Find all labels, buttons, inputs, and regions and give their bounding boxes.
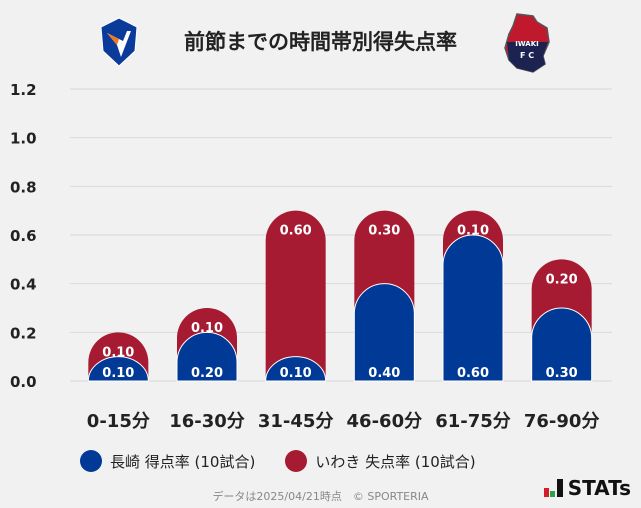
- y-tick-label: 0.6: [10, 227, 37, 245]
- x-tick-label: 31-45分: [258, 411, 334, 432]
- stats-brand: STATs: [543, 476, 631, 500]
- legend: 長崎 得点率 (10試合) いわき 失点率 (10試合): [80, 450, 476, 472]
- data-label: 0.30: [368, 224, 400, 239]
- stacked-bar-chart: 0.0 0.2 0.4 0.6 0.8 1.0 1.2 0.10 0.10 0-15分 0.20 0.…: [10, 81, 612, 432]
- legend-swatch-red: [285, 450, 308, 472]
- y-tick-label: 0.0: [10, 373, 37, 391]
- brand-name: STATs: [567, 476, 631, 500]
- chart-title: 前節までの時間帯別得失点率: [184, 30, 457, 54]
- bar-segment-nagasaki: [265, 356, 327, 382]
- y-tick-label: 0.2: [10, 324, 37, 342]
- x-tick-label: 61-75分: [435, 411, 511, 432]
- x-tick-label: 0-15分: [87, 411, 150, 432]
- data-label: 0.10: [102, 366, 134, 381]
- y-tick-label: 1.0: [10, 130, 37, 148]
- y-tick-label: 1.2: [10, 81, 37, 99]
- bar-segment-nagasaki: [176, 331, 238, 382]
- bar-segment-nagasaki: [87, 356, 149, 382]
- footer-note: データは2025/04/21時点 © SPORTERIA: [212, 490, 429, 503]
- bar-segment-iwaki: [265, 210, 326, 381]
- legend-label: 長崎 得点率 (10試合): [110, 452, 256, 471]
- stats-logo-icon: [543, 479, 563, 497]
- data-label: 0.10: [457, 224, 489, 239]
- svg-text:F C: F C: [520, 51, 534, 60]
- bar-segment-nagasaki: [442, 234, 504, 382]
- data-label: 0.60: [280, 224, 312, 239]
- data-label: 0.30: [546, 366, 578, 381]
- y-tick-label: 0.8: [10, 178, 37, 196]
- x-tick-label: 46-60分: [347, 411, 423, 432]
- data-label: 0.10: [102, 345, 134, 360]
- x-tick-label: 76-90分: [524, 411, 600, 432]
- data-label: 0.60: [457, 366, 489, 381]
- bar-segment-nagasaki: [531, 307, 593, 382]
- bar-segment-nagasaki: [353, 283, 415, 382]
- y-tick-label: 0.4: [10, 276, 37, 294]
- v-varen-logo: [100, 17, 138, 67]
- svg-text:IWAKI: IWAKI: [515, 40, 538, 48]
- data-label: 0.20: [546, 272, 578, 287]
- legend-item-nagasaki: 長崎 得点率 (10試合): [80, 450, 255, 472]
- legend-swatch-blue: [80, 450, 102, 472]
- x-tick-label: 16-30分: [169, 411, 245, 432]
- iwaki-fc-logo: IWAKI F C: [504, 13, 550, 73]
- legend-label: いわき 失点率 (10試合): [315, 452, 476, 471]
- legend-item-iwaki: いわき 失点率 (10試合): [285, 450, 476, 472]
- data-label: 0.40: [368, 366, 400, 381]
- data-label: 0.10: [191, 321, 223, 336]
- data-label: 0.20: [191, 366, 223, 381]
- data-label: 0.10: [280, 366, 312, 381]
